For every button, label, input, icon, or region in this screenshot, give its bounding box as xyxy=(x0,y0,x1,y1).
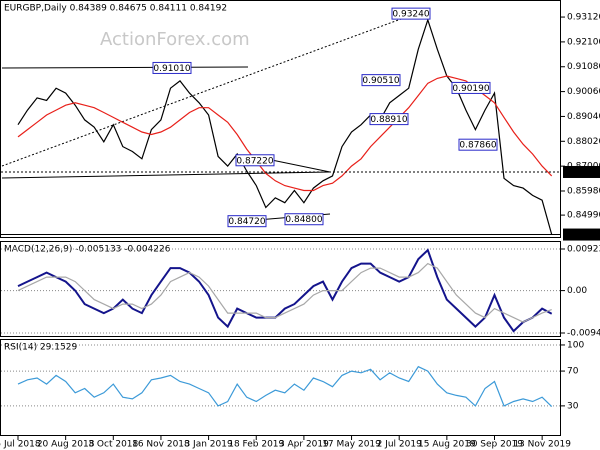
trend-line xyxy=(1,171,331,179)
x-tick-label: 20 Aug 2018 xyxy=(37,440,95,450)
annotation-box xyxy=(227,215,267,228)
x-tick-label: 5 Jul 2018 xyxy=(0,440,41,450)
price-label-box xyxy=(563,165,600,178)
y-tick-label: 0.84990 xyxy=(567,211,600,221)
annotation-box xyxy=(361,74,401,87)
x-tick-label: 3 Apr 2019 xyxy=(279,440,329,450)
annotation-label: 0.90190 xyxy=(452,84,489,94)
x-tick-label: 17 May 2019 xyxy=(322,440,381,450)
watermark: ActionForex.com xyxy=(100,29,250,50)
annotation-label: 0.87860 xyxy=(459,141,496,151)
series-line xyxy=(17,248,553,333)
trend-line xyxy=(1,66,249,69)
series-line xyxy=(17,262,552,323)
annotation-label: 0.91010 xyxy=(153,64,190,74)
annotation-box xyxy=(235,154,275,167)
series-line xyxy=(17,18,553,235)
annotation-box xyxy=(458,138,498,151)
y-tick-label: 0.00 xyxy=(567,286,587,296)
annotation-box xyxy=(369,113,409,126)
x-tick-label: 13 Nov 2019 xyxy=(513,440,571,450)
y-tick-label: 70 xyxy=(567,367,579,377)
x-tick-label: 15 Aug 2019 xyxy=(418,440,476,450)
x-tick-label: 3 Oct 2018 xyxy=(88,440,138,450)
x-tick-label: 2 Jul 2019 xyxy=(377,440,422,450)
macd-panel xyxy=(0,241,561,337)
series-line xyxy=(17,365,553,408)
x-tick-label: 30 Sep 2019 xyxy=(466,440,523,450)
macd-title: MACD(12,26,9) -0.005133 -0.004226 xyxy=(4,245,171,255)
price-label: 0.86760 xyxy=(566,167,600,177)
annotation-label: 0.90510 xyxy=(362,76,399,86)
y-tick-label: 0.009237 xyxy=(567,244,600,254)
rsi-panel xyxy=(0,339,561,436)
annotation-box xyxy=(391,7,431,20)
annotation-box xyxy=(284,213,324,226)
annotation-label: 0.87220 xyxy=(236,156,273,166)
y-tick-label: 30 xyxy=(567,401,579,411)
annotation-box xyxy=(152,61,192,74)
x-tick-label: 16 Nov 2018 xyxy=(132,440,190,450)
annotation-label: 0.93240 xyxy=(392,10,429,20)
rsi-title: RSI(14) 29.1529 xyxy=(4,343,77,353)
annotation-box xyxy=(451,81,491,94)
x-tick-label: 3 Jan 2019 xyxy=(184,440,232,450)
price-title: EURGBP,Daily 0.84389 0.84675 0.84111 0.8… xyxy=(4,4,227,14)
annotation-label: 0.84720 xyxy=(228,217,265,227)
price-label: 0.84192 xyxy=(566,230,600,240)
series-line xyxy=(17,75,553,192)
annotation-label: 0.84800 xyxy=(285,215,322,225)
price-label-box xyxy=(563,228,600,241)
y-tick-label: -0.009413 xyxy=(567,328,600,338)
y-tick-label: 100 xyxy=(567,340,584,350)
x-tick-label: 18 Feb 2019 xyxy=(228,440,284,450)
annotation-label: 0.88910 xyxy=(370,115,407,125)
price-panel xyxy=(0,0,561,238)
